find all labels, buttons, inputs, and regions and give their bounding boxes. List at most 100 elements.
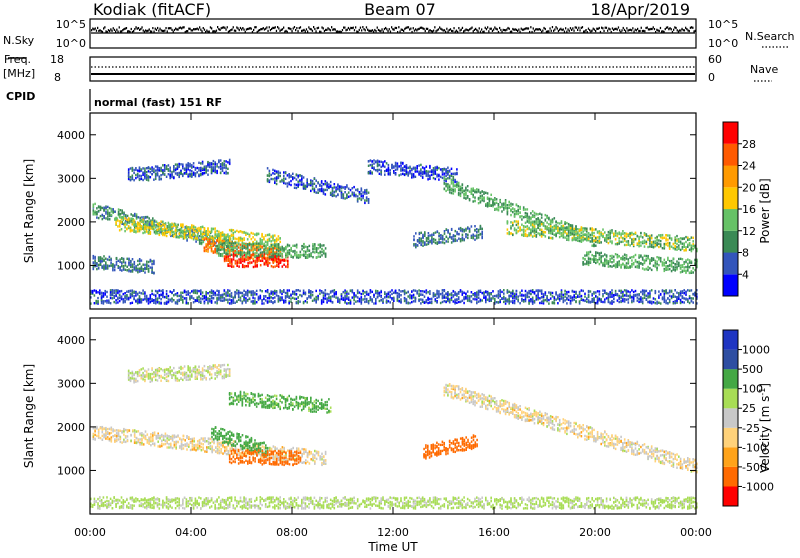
range-gate-cell — [523, 206, 525, 208]
range-gate-cell — [606, 254, 608, 256]
range-gate-cell — [615, 243, 617, 245]
range-gate-cell — [93, 206, 95, 208]
nsky-sample — [410, 28, 411, 30]
range-gate-cell — [467, 227, 469, 229]
range-gate-cell — [590, 260, 592, 262]
range-gate-cell — [187, 235, 189, 237]
range-gate-cell — [252, 243, 254, 245]
range-gate-cell — [144, 268, 146, 270]
range-gate-cell — [685, 241, 687, 243]
range-gate-cell — [233, 256, 235, 258]
range-gate-cell — [100, 215, 102, 217]
range-gate-cell — [105, 261, 107, 263]
nsky-sample — [624, 29, 625, 31]
nsearch-tick-bottom: 10^0 — [708, 37, 738, 50]
range-gate-cell — [357, 189, 359, 191]
range-gate-cell — [218, 248, 220, 250]
range-gate-cell — [362, 191, 364, 193]
range-gate-cell — [274, 253, 276, 255]
range-gate-cell — [178, 163, 180, 165]
range-gate-cell — [260, 252, 262, 254]
range-gate-cell — [330, 181, 332, 183]
range-gate-cell — [624, 266, 626, 268]
nsky-sample — [667, 26, 668, 28]
range-gate-cell — [144, 271, 146, 273]
range-gate-cell — [151, 269, 153, 271]
range-gate-cell — [602, 262, 604, 264]
nsky-sample — [468, 29, 469, 31]
range-gate-cell — [93, 209, 95, 211]
nsky-sample — [648, 28, 649, 30]
nsky-sample — [99, 29, 100, 31]
range-gate-cell — [254, 252, 256, 254]
nsky-sample — [146, 30, 147, 32]
range-gate-cell — [312, 188, 314, 190]
nsky-sample — [243, 29, 244, 31]
range-gate-cell — [240, 246, 242, 248]
range-gate-cell — [532, 230, 534, 232]
range-gate-cell — [150, 259, 152, 261]
range-gate-cell — [451, 228, 453, 230]
nsky-sample — [314, 28, 315, 30]
range-gate-cell — [229, 159, 231, 161]
range-gate-cell — [631, 256, 633, 258]
range-gate-cell — [633, 244, 635, 246]
range-gate-cell — [269, 256, 271, 258]
range-gate-cell — [510, 232, 512, 234]
range-gate-cell — [458, 185, 460, 187]
range-gate-cell — [162, 223, 164, 225]
range-gate-cell — [96, 265, 98, 267]
range-gate-cell — [310, 182, 312, 184]
range-gate-cell — [597, 241, 599, 243]
range-gate-cell — [638, 245, 640, 247]
range-gate-cell — [160, 220, 162, 222]
nsky-sample — [391, 26, 392, 28]
range-gate-cell — [682, 238, 684, 240]
range-gate-cell — [481, 197, 483, 199]
nsky-sample — [241, 28, 242, 30]
nsky-sample — [660, 27, 661, 29]
range-gate-cell — [590, 240, 592, 242]
range-gate-cell — [449, 189, 451, 191]
nsky-sample — [158, 30, 159, 32]
nsky-sample — [288, 27, 289, 29]
nsky-sample — [626, 27, 627, 29]
range-gate-cell — [667, 268, 669, 270]
range-gate-cell — [669, 264, 671, 266]
range-gate-cell — [455, 235, 457, 237]
nsky-sample — [579, 29, 580, 31]
range-gate-cell — [281, 253, 283, 255]
range-gate-cell — [512, 222, 514, 224]
range-gate-cell — [646, 241, 648, 243]
range-gate-cell — [271, 244, 273, 246]
range-gate-cell — [137, 271, 139, 273]
range-gate-cell — [622, 237, 624, 239]
nsky-sample — [608, 28, 609, 30]
nsky-sample — [135, 26, 136, 28]
range-gate-cell — [512, 203, 514, 205]
range-gate-cell — [377, 170, 379, 172]
range-gate-cell — [480, 192, 482, 194]
range-gate-cell — [121, 258, 123, 260]
range-gate-cell — [649, 242, 651, 244]
nsky-sample — [375, 30, 376, 32]
range-gate-cell — [599, 230, 601, 232]
range-gate-cell — [191, 234, 193, 236]
range-gate-cell — [132, 229, 134, 231]
range-gate-cell — [429, 241, 431, 243]
range-gate-cell — [264, 263, 266, 265]
nsky-sample — [269, 26, 270, 28]
range-gate-cell — [280, 252, 282, 254]
range-gate-cell — [563, 228, 565, 230]
range-gate-cell — [169, 233, 171, 235]
range-gate-cell — [393, 170, 395, 172]
range-gate-cell — [142, 264, 144, 266]
range-gate-cell — [597, 236, 599, 238]
range-gate-cell — [317, 192, 319, 194]
range-gate-cell — [267, 252, 269, 254]
range-gate-cell — [218, 252, 220, 254]
range-gate-cell — [647, 266, 649, 268]
nsky-sample — [92, 28, 93, 30]
range-gate-cell — [155, 178, 157, 180]
range-gate-cell — [294, 254, 296, 256]
